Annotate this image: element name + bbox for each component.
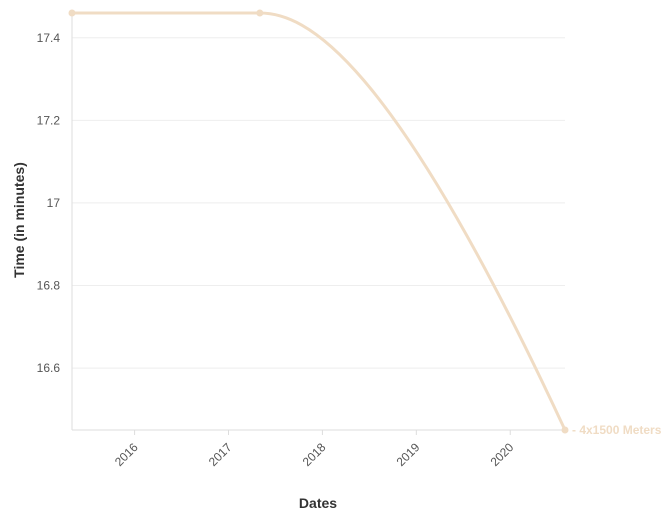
y-tick-label: 16.8 [37,278,61,292]
x-tick-label: 2019 [394,440,423,469]
y-axis-ticks: 17.4 17.2 17 16.8 16.6 [37,31,61,375]
data-point[interactable] [561,426,569,434]
y-axis-title: Time (in minutes) [11,162,27,278]
series-end-label: - 4x1500 Meters [572,423,662,437]
data-point[interactable] [68,9,76,17]
y-tick-label: 17.2 [37,113,61,127]
x-tick-label: 2017 [206,440,235,469]
data-point[interactable] [256,9,264,17]
y-tick-label: 17 [47,196,61,210]
series-line [72,11,567,431]
grid-lines [72,37,565,369]
x-tick-label: 2018 [300,440,329,469]
x-axis-title: Dates [299,495,337,511]
x-axis-ticks: 2016 2017 2018 2019 2020 [112,430,517,469]
y-tick-label: 16.6 [37,361,61,375]
x-tick-label: 2016 [112,440,141,469]
x-tick-label: 2020 [488,440,517,469]
y-tick-label: 17.4 [37,31,61,45]
series-layer: - 4x1500 Meters [68,9,662,437]
